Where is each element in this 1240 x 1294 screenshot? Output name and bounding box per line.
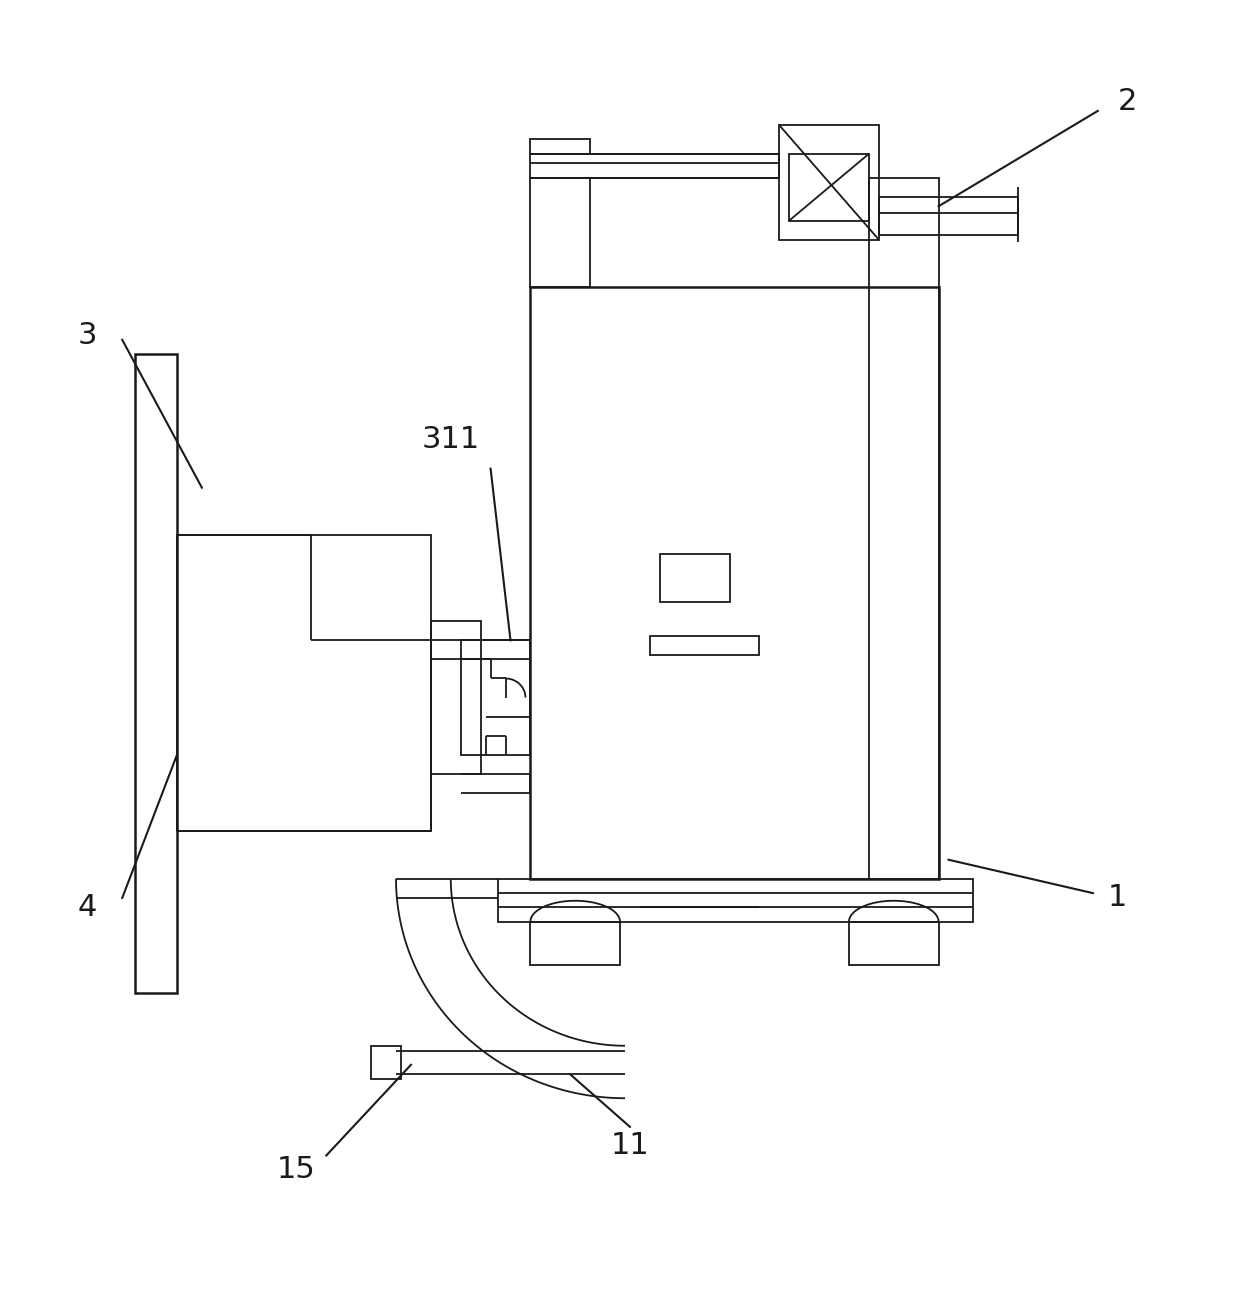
Text: 11: 11 [610, 1131, 650, 1161]
Bar [869, 177, 939, 879]
Text: 3: 3 [78, 321, 97, 349]
Bar [371, 1046, 401, 1079]
Bar [879, 197, 1018, 236]
Bar [779, 126, 879, 239]
Bar [531, 154, 779, 177]
Bar [177, 536, 430, 831]
Bar [497, 879, 973, 921]
Bar [461, 641, 531, 754]
Bar [650, 635, 759, 655]
Text: 1: 1 [1109, 884, 1127, 912]
Bar [531, 921, 620, 964]
Bar [135, 355, 177, 994]
Bar [531, 287, 939, 879]
Bar [531, 177, 590, 287]
Bar [849, 921, 939, 964]
Text: 311: 311 [422, 426, 480, 454]
Bar [660, 554, 729, 602]
Bar [531, 140, 590, 154]
Text: 2: 2 [1118, 87, 1137, 116]
Bar [789, 154, 869, 220]
Text: 4: 4 [78, 893, 97, 921]
Text: 15: 15 [277, 1156, 316, 1184]
Bar [430, 621, 481, 774]
